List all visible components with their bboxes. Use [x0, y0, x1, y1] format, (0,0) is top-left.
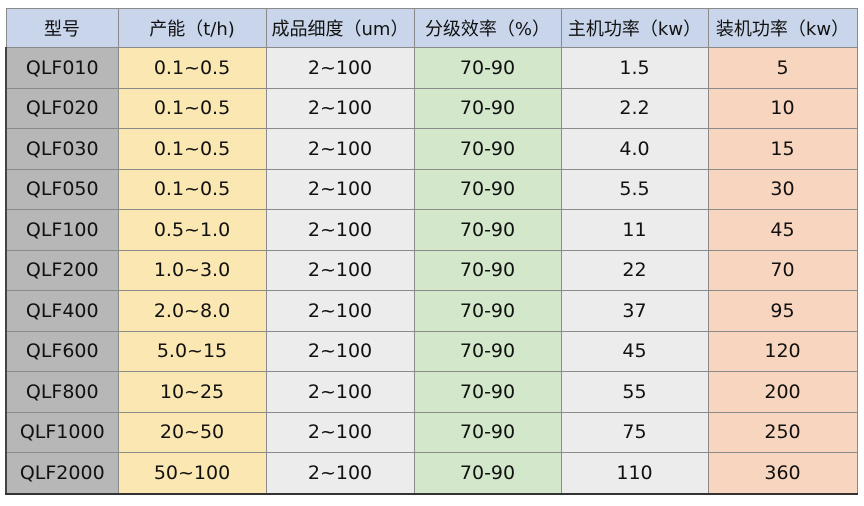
cell-fineness: 2~100	[265, 330, 415, 372]
cell-efficiency: 70-90	[413, 290, 562, 332]
cell-main-power: 110	[560, 452, 709, 495]
cell-efficiency: 70-90	[413, 168, 562, 210]
header-model: 型号	[5, 8, 119, 48]
cell-capacity: 10~25	[117, 371, 267, 413]
cell-main-power: 45	[560, 330, 709, 372]
table-row: QLF800 10~25 2~100 70-90 55 200	[5, 371, 858, 413]
table-row: QLF020 0.1~0.5 2~100 70-90 2.2 10	[5, 87, 858, 129]
cell-efficiency: 70-90	[413, 87, 562, 129]
table-row: QLF200 1.0~3.0 2~100 70-90 22 70	[5, 249, 858, 291]
table-row: QLF030 0.1~0.5 2~100 70-90 4.0 15	[5, 128, 858, 170]
cell-main-power: 75	[560, 411, 709, 453]
cell-installed-power: 200	[707, 371, 858, 413]
cell-model: QLF200	[5, 249, 119, 291]
header-installed-power: 装机功率（kw）	[707, 8, 858, 48]
cell-main-power: 22	[560, 249, 709, 291]
cell-capacity: 0.1~0.5	[117, 168, 267, 210]
cell-installed-power: 120	[707, 330, 858, 372]
table-row: QLF600 5.0~15 2~100 70-90 45 120	[5, 330, 858, 372]
cell-efficiency: 70-90	[413, 47, 562, 89]
cell-installed-power: 30	[707, 168, 858, 210]
cell-efficiency: 70-90	[413, 209, 562, 251]
spec-table: 型号 产能（t/h) 成品细度（um） 分级效率（%） 主机功率（kw） 装机功率（kw）…	[5, 8, 858, 495]
cell-model: QLF020	[5, 87, 119, 129]
cell-capacity: 2.0~8.0	[117, 290, 267, 332]
cell-efficiency: 70-90	[413, 452, 562, 495]
cell-model: QLF010	[5, 47, 119, 89]
cell-main-power: 4.0	[560, 128, 709, 170]
cell-fineness: 2~100	[265, 168, 415, 210]
cell-capacity: 50~100	[117, 452, 267, 495]
cell-installed-power: 45	[707, 209, 858, 251]
cell-fineness: 2~100	[265, 249, 415, 291]
cell-capacity: 0.5~1.0	[117, 209, 267, 251]
cell-installed-power: 5	[707, 47, 858, 89]
cell-fineness: 2~100	[265, 411, 415, 453]
cell-model: QLF800	[5, 371, 119, 413]
cell-fineness: 2~100	[265, 452, 415, 495]
table-row: QLF2000 50~100 2~100 70-90 110 360	[5, 452, 858, 495]
header-row: 型号 产能（t/h) 成品细度（um） 分级效率（%） 主机功率（kw） 装机功率（kw）	[5, 8, 858, 48]
cell-efficiency: 70-90	[413, 249, 562, 291]
cell-installed-power: 10	[707, 87, 858, 129]
cell-efficiency: 70-90	[413, 411, 562, 453]
table-row: QLF400 2.0~8.0 2~100 70-90 37 95	[5, 290, 858, 332]
cell-fineness: 2~100	[265, 371, 415, 413]
cell-fineness: 2~100	[265, 209, 415, 251]
table-row: QLF100 0.5~1.0 2~100 70-90 11 45	[5, 209, 858, 251]
cell-fineness: 2~100	[265, 290, 415, 332]
header-fineness: 成品细度（um）	[265, 8, 415, 48]
cell-capacity: 0.1~0.5	[117, 47, 267, 89]
cell-main-power: 11	[560, 209, 709, 251]
cell-efficiency: 70-90	[413, 128, 562, 170]
cell-fineness: 2~100	[265, 47, 415, 89]
cell-model: QLF400	[5, 290, 119, 332]
table-row: QLF010 0.1~0.5 2~100 70-90 1.5 5	[5, 47, 858, 89]
cell-main-power: 2.2	[560, 87, 709, 129]
cell-fineness: 2~100	[265, 128, 415, 170]
cell-capacity: 5.0~15	[117, 330, 267, 372]
header-main-power: 主机功率（kw）	[560, 8, 709, 48]
cell-installed-power: 15	[707, 128, 858, 170]
cell-model: QLF2000	[5, 452, 119, 495]
cell-capacity: 20~50	[117, 411, 267, 453]
cell-installed-power: 70	[707, 249, 858, 291]
table-row: QLF1000 20~50 2~100 70-90 75 250	[5, 411, 858, 453]
cell-capacity: 0.1~0.5	[117, 87, 267, 129]
cell-fineness: 2~100	[265, 87, 415, 129]
cell-efficiency: 70-90	[413, 330, 562, 372]
cell-main-power: 37	[560, 290, 709, 332]
cell-installed-power: 360	[707, 452, 858, 495]
cell-installed-power: 250	[707, 411, 858, 453]
cell-main-power: 55	[560, 371, 709, 413]
cell-main-power: 5.5	[560, 168, 709, 210]
header-capacity: 产能（t/h)	[117, 8, 267, 48]
cell-model: QLF050	[5, 168, 119, 210]
cell-capacity: 0.1~0.5	[117, 128, 267, 170]
table-row: QLF050 0.1~0.5 2~100 70-90 5.5 30	[5, 168, 858, 210]
cell-model: QLF600	[5, 330, 119, 372]
cell-main-power: 1.5	[560, 47, 709, 89]
cell-capacity: 1.0~3.0	[117, 249, 267, 291]
header-efficiency: 分级效率（%）	[413, 8, 562, 48]
cell-efficiency: 70-90	[413, 371, 562, 413]
cell-model: QLF100	[5, 209, 119, 251]
cell-installed-power: 95	[707, 290, 858, 332]
cell-model: QLF1000	[5, 411, 119, 453]
cell-model: QLF030	[5, 128, 119, 170]
